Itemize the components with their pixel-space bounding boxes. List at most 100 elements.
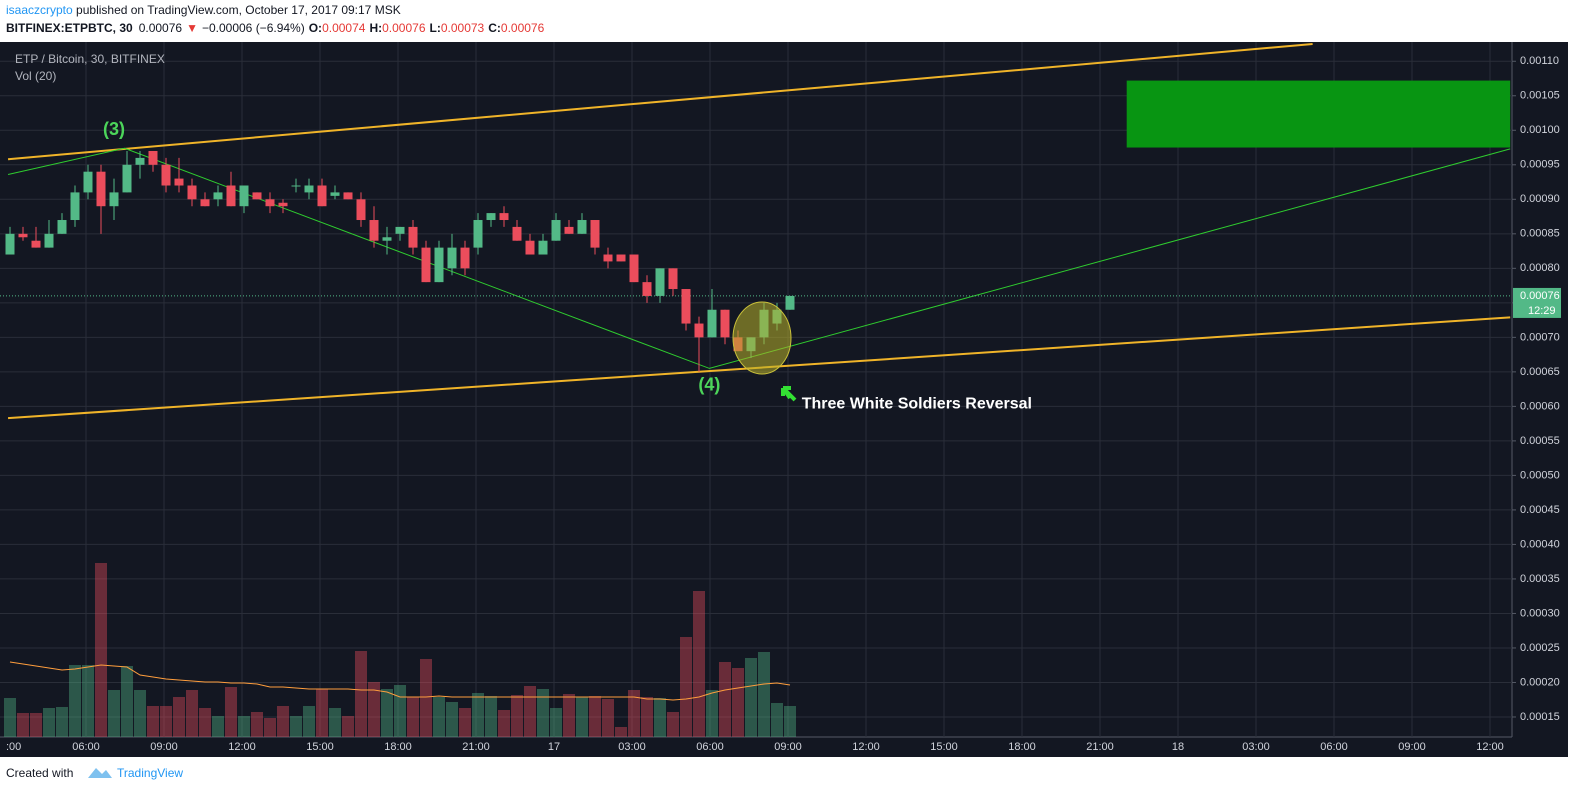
- volume-bar: [524, 686, 536, 737]
- candle-body: [44, 233, 54, 248]
- volume-bar: [290, 716, 302, 737]
- volume-bar: [329, 708, 341, 737]
- x-tick-label: 09:00: [1398, 741, 1426, 753]
- candle-body: [460, 247, 470, 269]
- candle-body: [31, 240, 41, 248]
- grid: [0, 42, 1512, 737]
- down-arrow: ▼: [186, 21, 198, 35]
- candle-body: [447, 247, 457, 269]
- candle-body: [304, 185, 314, 193]
- x-tick-label: :00: [6, 741, 21, 753]
- candle-body: [655, 268, 665, 296]
- volume-bar: [576, 697, 588, 737]
- y-tick-label: 0.00045: [1520, 504, 1560, 516]
- author[interactable]: isaaczcrypto: [6, 3, 73, 17]
- drawings: (3) (4) Three White Soldiers Reversal: [0, 43, 1512, 420]
- volume-bar: [498, 710, 510, 737]
- footer-brand[interactable]: TradingView: [117, 766, 183, 780]
- candle-body: [109, 192, 119, 207]
- ohlc-value: 0.00076: [501, 21, 545, 35]
- candle-body: [70, 192, 80, 221]
- candle-body: [369, 220, 379, 241]
- volume-bar: [680, 637, 692, 737]
- volume-bar: [4, 698, 16, 737]
- y-tick-label: 0.00100: [1520, 124, 1560, 136]
- candle-body: [187, 185, 197, 200]
- x-tick-label: 18:00: [384, 741, 412, 753]
- y-tick-label: 0.00095: [1520, 159, 1560, 171]
- volume-bar: [186, 690, 198, 737]
- candle-body: [720, 309, 730, 338]
- annotation-arrow: [781, 386, 797, 402]
- volume-bar: [394, 685, 406, 737]
- volume-bar: [303, 706, 315, 737]
- candle-body: [577, 220, 587, 234]
- y-tick-label: 0.00060: [1520, 400, 1560, 412]
- x-tick-label: 18:00: [1008, 741, 1036, 753]
- volume-bar: [238, 716, 250, 737]
- volume-bar: [654, 698, 666, 737]
- volume-bar: [17, 713, 29, 737]
- candle-body: [408, 226, 418, 248]
- volume-bar: [706, 690, 718, 737]
- x-tick-label: 09:00: [774, 741, 802, 753]
- volume-bar: [641, 697, 653, 737]
- x-tick-label: 06:00: [696, 741, 724, 753]
- candle-body: [291, 185, 301, 187]
- candle-body: [5, 233, 15, 255]
- x-tick-label: 15:00: [930, 741, 958, 753]
- candle-body: [252, 192, 262, 200]
- legend-title: ETP / Bitcoin, 30, BITFINEX: [15, 52, 165, 66]
- x-tick-label: 03:00: [618, 741, 646, 753]
- ohlc-value: 0.00074: [322, 21, 366, 35]
- candle-body: [564, 226, 574, 234]
- volume-bar: [173, 697, 185, 737]
- y-tick-label: 0.00035: [1520, 573, 1560, 585]
- candle-body: [317, 185, 327, 207]
- volume-bar: [212, 716, 224, 737]
- volume-bar: [342, 716, 354, 737]
- annotation: (3): [103, 119, 125, 139]
- volume-ma-line: [9, 661, 791, 701]
- volume-bar: [446, 702, 458, 737]
- x-tick-label: 17: [548, 741, 560, 753]
- header-line: isaaczcrypto published on TradingView.co…: [6, 3, 401, 17]
- candle-body: [148, 150, 158, 165]
- x-tick-label: 06:00: [72, 741, 100, 753]
- trend-line: [7, 147, 1511, 369]
- y-tick-label: 0.00110: [1520, 55, 1559, 67]
- candle-body: [83, 171, 93, 193]
- candle-body: [265, 199, 275, 207]
- candle-body: [135, 157, 145, 165]
- ohlc: O:0.00074 H:0.00076 L:0.00073 C:0.00076: [309, 21, 545, 35]
- highlight-ellipse: [732, 301, 792, 375]
- y-tick-label: 0.00025: [1520, 642, 1560, 654]
- volume-bar: [381, 689, 393, 737]
- symbol-line: BITFINEX:ETPBTC, 30 0.00076 ▼ −0.00006 (−6.…: [6, 21, 545, 35]
- volume-bar: [56, 707, 68, 737]
- x-tick-label: 12:00: [1476, 741, 1504, 753]
- volume-bar: [537, 689, 549, 737]
- volume-bar: [745, 658, 757, 737]
- volume-bar: [43, 708, 55, 737]
- volume-bar: [368, 682, 380, 737]
- volume-bar: [771, 703, 783, 737]
- y-tick-label: 0.00055: [1520, 435, 1560, 447]
- y-tick-label: 0.00085: [1520, 228, 1560, 240]
- volume-bar: [628, 690, 640, 737]
- volume-bar: [693, 591, 705, 737]
- volume-bar: [719, 662, 731, 737]
- last-price-box: [1513, 287, 1561, 318]
- volume-bar: [277, 706, 289, 737]
- volume-bar: [316, 689, 328, 737]
- candle-body: [629, 254, 639, 283]
- volume-bar: [511, 695, 523, 737]
- footer-created: Created with: [6, 766, 73, 780]
- volume-bar: [69, 665, 81, 737]
- y-tick-label: 0.00065: [1520, 366, 1560, 378]
- candle-body: [603, 254, 613, 262]
- candle-body: [382, 237, 392, 241]
- last: 0.00076: [139, 21, 183, 35]
- volume-bar: [784, 706, 796, 737]
- ohlc-value: 0.00076: [382, 21, 426, 35]
